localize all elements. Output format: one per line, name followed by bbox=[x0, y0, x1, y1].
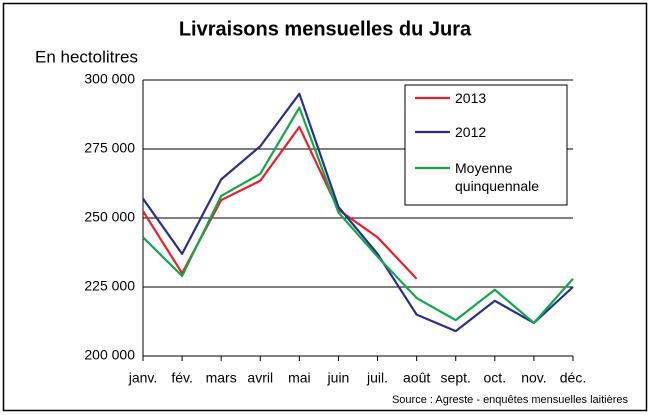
x-tick-label: juil. bbox=[366, 370, 388, 386]
x-tick-label: juin bbox=[327, 370, 350, 386]
y-tick-label: 200 000 bbox=[84, 347, 135, 363]
x-tick-label: nov. bbox=[521, 370, 546, 386]
y-tick-label: 300 000 bbox=[84, 71, 135, 87]
x-tick-label: mai bbox=[288, 370, 311, 386]
chart-title: Livraisons mensuelles du Jura bbox=[179, 18, 472, 40]
x-tick-label: oct. bbox=[484, 370, 507, 386]
series-line bbox=[142, 92, 574, 333]
legend-item: 2013 bbox=[455, 90, 487, 106]
x-tick-label: fév. bbox=[171, 370, 193, 386]
y-tick-label: 275 000 bbox=[84, 140, 135, 156]
source: Source : Agreste - enquêtes mensuelles l… bbox=[392, 394, 629, 406]
x-tick-label: janv. bbox=[128, 370, 158, 386]
x-tick-label: mars bbox=[206, 370, 237, 386]
y-tick-label: 250 000 bbox=[84, 209, 135, 225]
legend-item: Moyenne quinquennale bbox=[455, 160, 540, 194]
y-axis-label: En hectolitres bbox=[35, 47, 138, 66]
x-tick-label: sept. bbox=[441, 370, 471, 386]
x-tick-label: avril bbox=[247, 370, 273, 386]
legend-label: 2012 bbox=[455, 124, 487, 140]
legend-box bbox=[404, 84, 568, 206]
legend-item: 2012 bbox=[455, 124, 487, 140]
legend-label: 2013 bbox=[455, 90, 487, 106]
series-line bbox=[142, 106, 574, 324]
legend-label: Moyenne quinquennale bbox=[455, 160, 540, 194]
x-tick-label: août bbox=[403, 370, 430, 386]
x-tick-label: déc. bbox=[560, 370, 586, 386]
y-tick-label: 225 000 bbox=[84, 278, 135, 294]
